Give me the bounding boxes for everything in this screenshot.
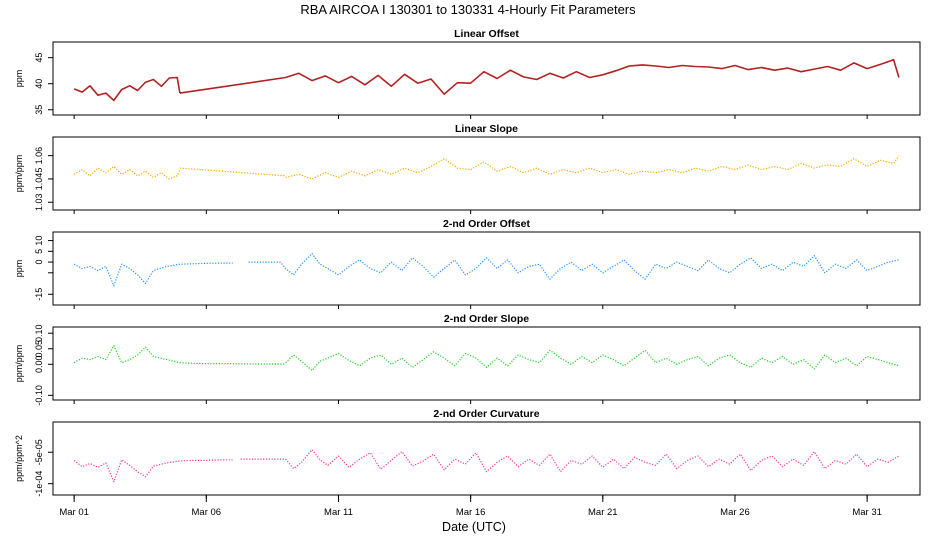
panel-title: 2-nd Order Offset <box>443 218 530 230</box>
series-line <box>285 58 900 95</box>
x-axis-label: Date (UTC) <box>442 520 506 534</box>
x-tick-label: Mar 11 <box>324 507 353 518</box>
plot-frame <box>52 231 921 306</box>
plot-frame <box>52 326 921 401</box>
x-tick-label: Mar 21 <box>588 507 618 518</box>
series-line <box>285 349 900 372</box>
series-line <box>73 345 286 365</box>
x-tick-label: Mar 16 <box>456 507 486 518</box>
panel-title: Linear Offset <box>454 28 519 40</box>
y-tick-label: 35 <box>34 105 44 115</box>
y-tick-label: 1.045 <box>34 168 44 191</box>
series-line <box>248 252 900 280</box>
y-tick-label: -15 <box>34 288 44 301</box>
y-tick-label: 0.00 <box>34 356 44 374</box>
series-line <box>73 459 233 483</box>
x-tick-label: Mar 26 <box>720 507 750 518</box>
series-line <box>179 167 286 177</box>
y-tick-label: 0.05 <box>34 340 44 358</box>
y-tick-label: -5e-05 <box>34 439 44 465</box>
y-axis-label: ppm/ppm <box>14 155 24 193</box>
x-tick-label: Mar 01 <box>59 507 89 518</box>
panel-2-nd-order-slope: 2-nd Order Slope ppm/ppm -0.10 0.000.050.10 <box>14 313 921 406</box>
y-axis-label: ppm <box>14 70 24 88</box>
panels: Linear Offset ppm 35 40 45 Linear Slope ppm/pp… <box>14 28 921 499</box>
panel-linear-offset: Linear Offset ppm 35 40 45 <box>14 28 921 119</box>
panel-linear-slope: Linear Slope ppm/ppm 1.03 1.045 1.06 <box>14 123 921 214</box>
y-tick-label: -0.10 <box>34 385 44 406</box>
y-tick-label: 40 <box>34 79 44 89</box>
panel-2-nd-order-curvature: 2-nd Order Curvature ppm/ppm^2 -1e-04 -5e-0… <box>14 408 921 499</box>
x-tick-label: Mar 31 <box>852 507 882 518</box>
plot-frame <box>52 136 921 211</box>
y-axis-label: ppm/ppm <box>14 345 24 383</box>
series-line <box>179 76 286 94</box>
plot-frame <box>52 41 921 116</box>
y-tick-label: 5 <box>34 249 44 254</box>
plot-frame <box>52 421 921 496</box>
panel-title: Linear Slope <box>455 123 518 135</box>
series-line <box>285 155 900 180</box>
y-tick-label: 0 <box>34 260 44 265</box>
series-line <box>240 449 900 473</box>
x-tick-label: Mar 06 <box>192 507 222 518</box>
y-axis-label: ppm/ppm^2 <box>14 435 24 482</box>
panel-title: 2-nd Order Curvature <box>433 408 539 420</box>
series-line <box>73 165 181 180</box>
y-axis-label: ppm <box>14 260 24 278</box>
panel-title: 2-nd Order Slope <box>444 313 529 325</box>
panel-2-nd-order-offset: 2-nd Order Offset ppm -15 0 5 10 <box>14 218 921 309</box>
y-tick-label: 0.10 <box>34 324 44 342</box>
y-tick-label: 1.03 <box>34 193 44 211</box>
y-tick-label: -1e-04 <box>34 471 44 497</box>
y-tick-label: 45 <box>34 53 44 63</box>
figure-title: RBA AIRCOA I 130301 to 130331 4-Hourly F… <box>300 2 636 17</box>
x-axis: Mar 01 Mar 06 Mar 11 Mar 16 Mar 21 Mar 26 Mar … <box>59 495 882 518</box>
y-tick-label: 10 <box>34 236 44 246</box>
series-line <box>73 76 181 102</box>
y-tick-label: 1.06 <box>34 147 44 165</box>
series-line <box>73 262 233 287</box>
